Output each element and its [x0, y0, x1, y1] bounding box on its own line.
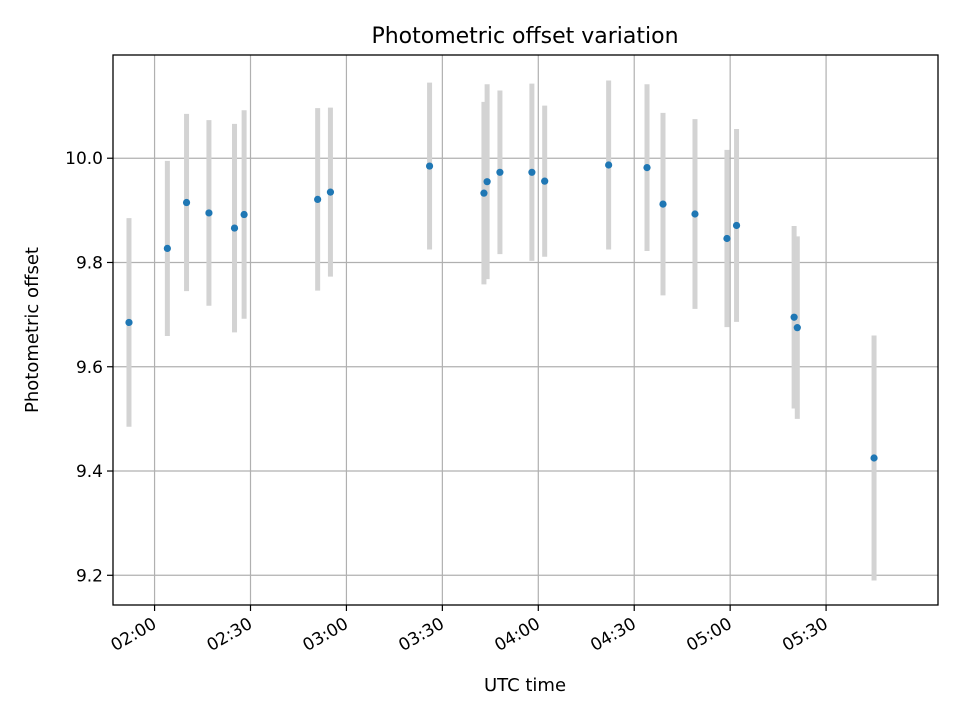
data-point	[125, 318, 133, 327]
plot-frame	[112, 54, 939, 606]
data-point	[230, 224, 239, 232]
grid	[113, 55, 938, 605]
data-point	[723, 234, 731, 243]
data-point	[870, 454, 878, 462]
x-axis-label: UTC time	[484, 675, 566, 696]
data-point	[793, 324, 801, 332]
data-point	[425, 162, 434, 170]
data-point	[790, 313, 798, 321]
data-point	[605, 161, 613, 169]
data-point	[483, 178, 491, 186]
y-tick-label: 9.4	[76, 462, 103, 482]
data-point	[496, 168, 504, 176]
data-point	[163, 244, 171, 253]
data-point	[314, 195, 322, 204]
data-point	[541, 177, 549, 185]
y-tick-label: 10.0	[65, 149, 103, 169]
data-point	[326, 188, 335, 196]
data-point	[205, 209, 213, 217]
data-point	[240, 210, 248, 219]
y-tick-label: 9.8	[76, 253, 103, 273]
chart-title: Photometric offset variation	[371, 24, 678, 49]
y-axis-ticks: 9.2 9.4 9.6 9.8 10.0	[65, 149, 113, 586]
data-point	[659, 200, 667, 208]
data-point	[528, 168, 536, 176]
data-point	[691, 210, 699, 218]
data-point	[182, 198, 191, 207]
y-axis-label: Photometric offset	[22, 247, 43, 413]
y-tick-label: 9.2	[76, 566, 103, 586]
data-points	[125, 161, 878, 462]
data-point	[480, 189, 488, 197]
y-tick-label: 9.6	[76, 358, 103, 378]
data-point	[732, 221, 741, 230]
data-point	[643, 164, 651, 172]
